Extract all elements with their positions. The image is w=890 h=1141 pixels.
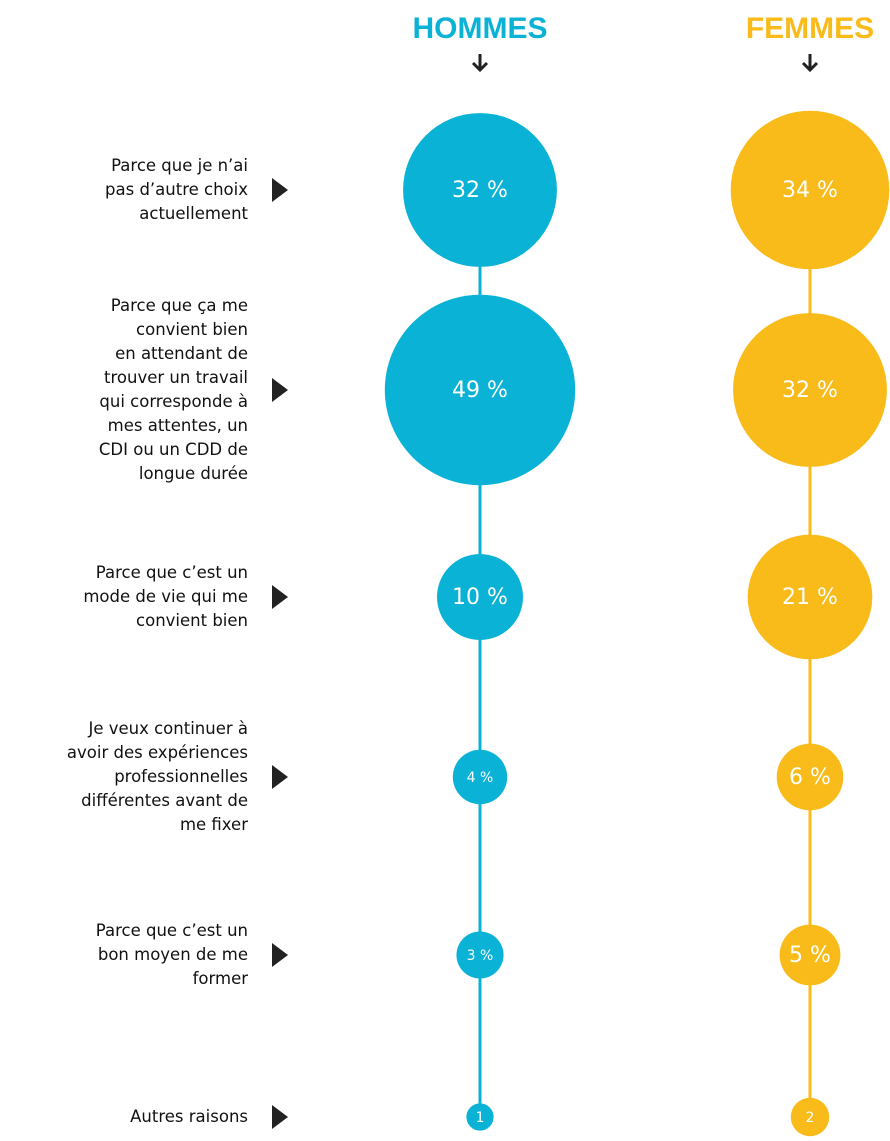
value-label: 5 % bbox=[789, 943, 831, 968]
value-label: 1 bbox=[476, 1110, 485, 1126]
value-label: 10 % bbox=[452, 585, 508, 610]
row-pointer bbox=[272, 585, 288, 609]
row-pointer bbox=[272, 1105, 288, 1129]
row-pointer bbox=[272, 378, 288, 402]
value-label: 21 % bbox=[782, 585, 838, 610]
value-label: 32 % bbox=[782, 378, 838, 403]
header-arrow bbox=[471, 54, 489, 73]
bubble bbox=[452, 749, 508, 805]
category-label: Parce que ça me convient bien en attendant… bbox=[99, 296, 248, 483]
bubble bbox=[776, 743, 844, 811]
category-label: Parce que c’est un mode de vie qui me conv… bbox=[83, 563, 248, 630]
header-arrow bbox=[801, 54, 819, 73]
series-header: HOMMES bbox=[413, 12, 548, 45]
category-label: Parce que c’est un bon moyen de me former bbox=[96, 921, 248, 988]
bubble bbox=[779, 924, 841, 986]
row-pointer bbox=[272, 178, 288, 202]
bubble bbox=[403, 113, 557, 267]
value-label: 49 % bbox=[452, 378, 508, 403]
value-label: 3 % bbox=[467, 948, 494, 964]
value-label: 6 % bbox=[789, 765, 831, 790]
category-label: Autres raisons bbox=[130, 1107, 248, 1126]
row-pointer bbox=[272, 765, 288, 789]
value-label: 34 % bbox=[782, 178, 838, 203]
category-label: Parce que je n’ai pas d’autre choix actuel… bbox=[105, 156, 249, 223]
value-label: 32 % bbox=[452, 178, 508, 203]
bubble bbox=[436, 553, 524, 641]
value-label: 2 bbox=[806, 1110, 815, 1126]
row-pointer bbox=[272, 943, 288, 967]
bubble bbox=[466, 1103, 494, 1131]
bubble bbox=[790, 1097, 830, 1137]
bubble bbox=[747, 534, 873, 660]
category-label: Je veux continuer à avoir des expériences… bbox=[67, 719, 248, 834]
bubble bbox=[733, 313, 887, 467]
bubble bbox=[456, 931, 504, 979]
bubble bbox=[384, 294, 576, 486]
series-header: FEMMES bbox=[746, 12, 874, 45]
bubble bbox=[730, 110, 890, 270]
value-label: 4 % bbox=[467, 770, 494, 786]
